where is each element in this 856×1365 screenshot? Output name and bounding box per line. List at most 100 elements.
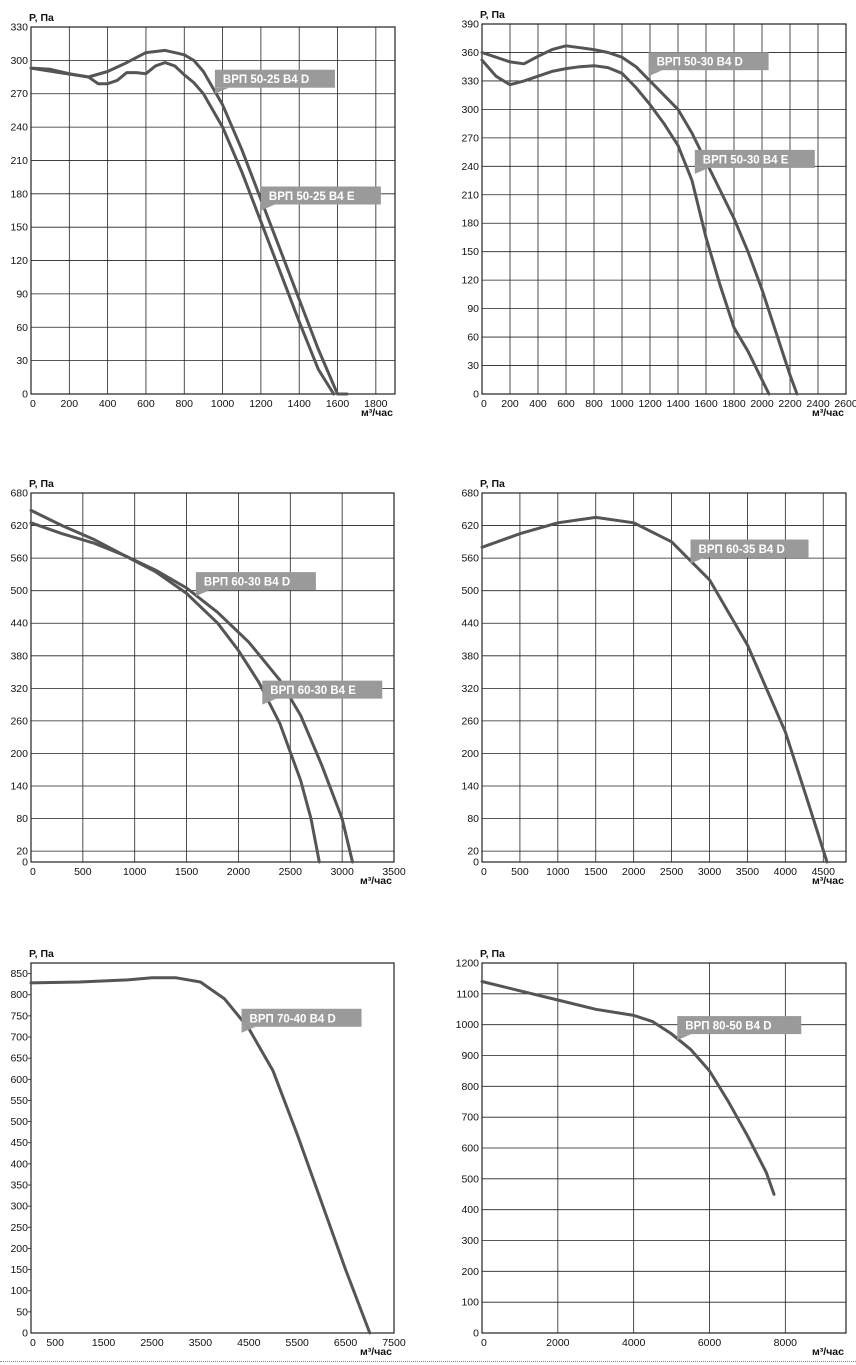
callout-label: ВРП 50-25 В4 E [269, 191, 355, 203]
y-tick-label: 270 [10, 88, 28, 100]
y-tick-label: 0 [473, 857, 479, 869]
x-tick-label: 1400 [288, 398, 312, 410]
callout-pointer [648, 70, 663, 77]
y-tick-label: 500 [461, 585, 479, 597]
x-tick-label: 6000 [698, 1337, 722, 1349]
x-tick-label: 2500 [140, 1337, 164, 1349]
x-tick-label: 800 [175, 398, 193, 410]
callout-pointer [690, 557, 705, 564]
y-tick-label: 20 [16, 846, 28, 858]
y-tick-label: 260 [461, 715, 479, 727]
x-tick-label: 5500 [286, 1337, 310, 1349]
y-tick-label: 140 [10, 781, 28, 793]
chart-1: 0 30 60 90 120 150 180 210 240 270 300 330 0 200 400 60… [10, 12, 396, 419]
x-tick-label: 0 [481, 398, 487, 410]
series-line-2 [29, 521, 354, 864]
y-tick-label: 330 [461, 75, 479, 87]
x-tick-label: 4500 [237, 1337, 261, 1349]
bottom-dotted-rule [0, 1361, 856, 1362]
y-tick-label: 80 [467, 813, 479, 825]
y-tick-label: 750 [10, 1010, 28, 1022]
y-tick-label: 620 [10, 520, 28, 532]
series-line-1 [29, 61, 336, 396]
x-tick-label: 600 [557, 398, 575, 410]
x-tick-label: 1600 [694, 398, 718, 410]
x-axis-title: м³/час [361, 407, 393, 419]
y-tick-label: 120 [461, 275, 479, 287]
series-callout-2: ВРП 50-25 В4 E [260, 186, 381, 211]
series-line-1 [480, 515, 829, 864]
y-tick-label: 450 [10, 1137, 28, 1149]
y-tick-label: 0 [22, 389, 28, 401]
y-tick-label: 200 [10, 748, 28, 760]
x-tick-label: 1800 [364, 398, 388, 410]
y-tick-label: 300 [10, 1201, 28, 1213]
y-tick-label: 700 [461, 1112, 479, 1124]
callout-box [195, 572, 316, 591]
callout-pointer [262, 698, 277, 705]
y-axis-title: P, Па [29, 12, 54, 24]
y-axis-title: P, Па [480, 478, 505, 490]
y-tick-label: 850 [10, 968, 28, 980]
plot-frame [30, 492, 395, 863]
y-tick-label: 90 [16, 288, 28, 300]
callout-label: ВРП 80-50 В4 D [685, 1021, 771, 1033]
callout-box [262, 680, 383, 699]
y-tick-label: 210 [10, 155, 28, 167]
y-tick-label: 270 [461, 132, 479, 144]
x-tick-label: 800 [585, 398, 603, 410]
y-tick-label: 210 [461, 189, 479, 201]
series-callout-1: ВРП 50-30 В4 D [648, 52, 769, 77]
callout-label: ВРП 50-30 В4 D [657, 57, 743, 69]
callout-label: ВРП 50-30 В4 E [703, 154, 789, 166]
x-tick-label: 2400 [806, 398, 830, 410]
y-tick-label: 60 [467, 332, 479, 344]
y-tick-label: 380 [10, 650, 28, 662]
y-tick-label: 1200 [456, 958, 480, 970]
x-tick-label: 0 [30, 398, 36, 410]
y-tick-label: 180 [461, 218, 479, 230]
x-tick-label: 3000 [330, 866, 354, 878]
callout-pointer [241, 1026, 256, 1033]
y-tick-label: 500 [461, 1173, 479, 1185]
y-tick-label: 100 [10, 1285, 28, 1297]
x-tick-label: 2600 [834, 398, 856, 410]
callout-pointer [694, 167, 709, 174]
x-tick-label: 1600 [326, 398, 350, 410]
y-tick-label: 240 [461, 161, 479, 173]
x-tick-label: 500 [511, 866, 529, 878]
series-line-2 [480, 58, 771, 396]
y-axis-title: P, Па [29, 478, 54, 490]
callout-pointer [195, 590, 210, 597]
series-callout-1: ВРП 60-35 В4 D [690, 539, 809, 564]
y-tick-label: 800 [10, 989, 28, 1001]
y-axis-title: P, Па [29, 948, 54, 960]
x-tick-label: 1200 [249, 398, 273, 410]
series-callout-1: ВРП 70-40 В4 D [241, 1008, 362, 1033]
y-tick-label: 180 [10, 188, 28, 200]
series-callout-1: ВРП 80-50 В4 D [677, 1016, 802, 1041]
y-tick-label: 700 [10, 1032, 28, 1044]
y-tick-label: 300 [461, 104, 479, 116]
y-tick-label: 300 [461, 1235, 479, 1247]
y-tick-label: 200 [461, 748, 479, 760]
x-tick-label: 2500 [660, 866, 684, 878]
y-tick-label: 680 [461, 488, 479, 500]
x-tick-label: 8000 [774, 1337, 798, 1349]
y-tick-label: 150 [10, 222, 28, 234]
series-line-1 [29, 976, 372, 1335]
callout-box [677, 1016, 802, 1035]
x-tick-label: 6500 [334, 1337, 358, 1349]
y-tick-label: 150 [461, 246, 479, 258]
x-axis-title: м³/час [812, 875, 844, 887]
x-tick-label: 3500 [189, 1337, 213, 1349]
x-tick-label: 0 [481, 1337, 487, 1349]
x-axis-title: м³/час [812, 407, 844, 419]
chart-3: 020 80 140 200 260 320 380 440 500 560 620 680 0 500 1… [10, 478, 405, 887]
series-callout-1: ВРП 50-25 В4 D [214, 69, 335, 94]
plot-frame [30, 962, 395, 1334]
chart-2: 0 30 60 90 120 150 180 210 240 270 300 330 360 390 0 20… [461, 9, 856, 419]
x-tick-label: 1000 [123, 866, 147, 878]
y-tick-label: 900 [461, 1050, 479, 1062]
x-tick-label: 200 [61, 398, 79, 410]
